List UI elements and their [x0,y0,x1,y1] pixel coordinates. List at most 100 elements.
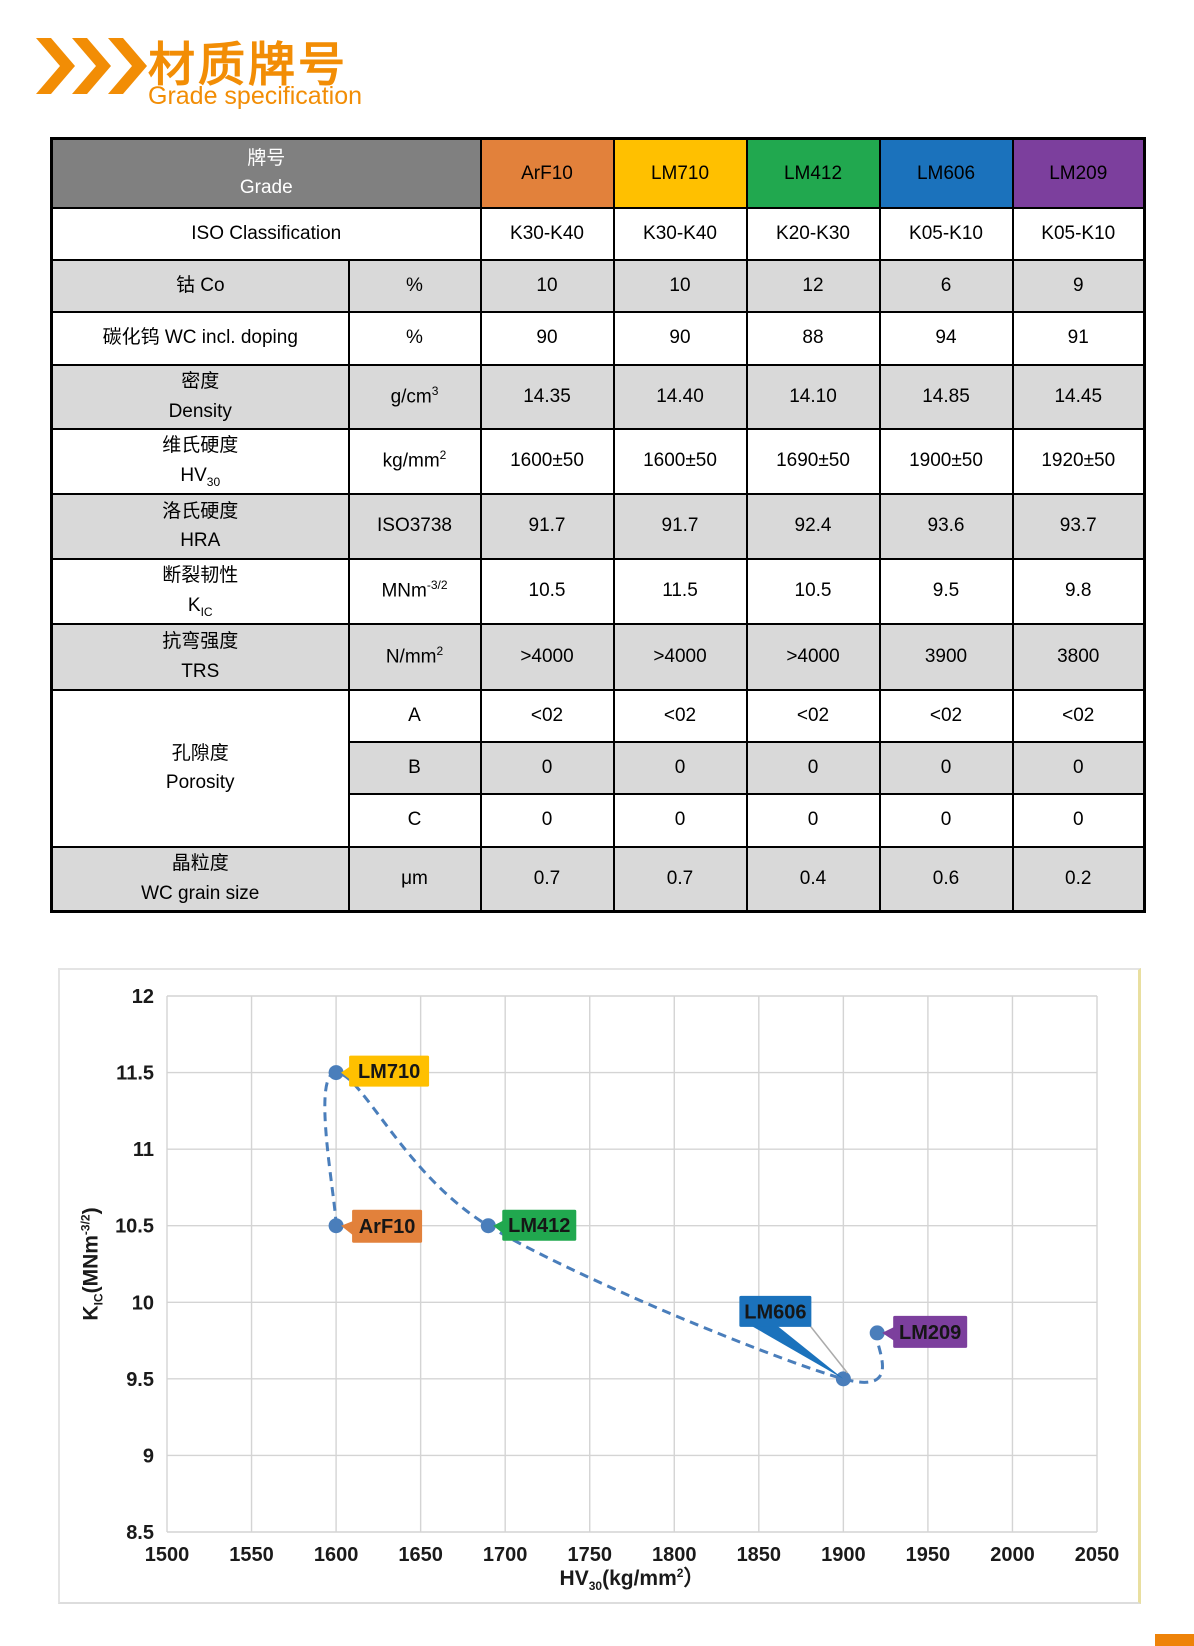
callout-box-lm606 [739,1295,812,1327]
cell: 1920±50 [1011,427,1146,495]
table-row: 洛氏硬度 HRA ISO3738 91.7 91.7 92.4 93.6 93.7 [50,492,1146,560]
row-label: 钴 Co [50,258,350,313]
page-subtitle: Grade specification [148,82,363,110]
chart-canvas: 1500 1550 1600 1650 1700 1750 1800 1850 1900 1950… [115,986,1120,1566]
x-tick-label: 1800 [652,1544,697,1566]
cell: 0 [878,792,1014,848]
unit-cell: C [347,792,482,848]
unit-cell: N/mm2 [347,622,482,691]
cell: <02 [1011,688,1146,743]
table-row: 晶粒度 WC grain size μm 0.7 0.7 0.4 0.6 0.2 [50,845,1146,913]
cell: 11.5 [612,557,748,625]
row-label: 碳化钨 WC incl. doping [50,310,350,366]
cell: 0 [479,740,615,795]
cell: 1600±50 [479,427,615,495]
unit-cell: g/cm3 [347,363,482,430]
corner-label-en: Grade [239,177,293,199]
data-point-lm412 [480,1218,496,1234]
callout-label: LM710 [358,1061,420,1083]
cell: 3900 [878,622,1014,691]
callout-label: LM606 [744,1301,806,1323]
callout-box-lm412 [502,1209,577,1241]
data-point-lm209 [869,1325,885,1341]
hardness-toughness-chart: 1500 1550 1600 1650 1700 1750 1800 1850 1900 1950… [58,968,1141,1604]
cell: 0 [612,740,748,795]
cell: 0 [878,740,1014,795]
cell: 12 [745,258,881,313]
cell: K30-K40 [479,206,615,261]
x-tick-label: 1500 [145,1544,190,1566]
porosity-label: 孔隙度 Porosity [50,688,350,848]
y-tick-label: 10.5 [115,1216,154,1238]
cell: 14.85 [878,363,1014,430]
callout-label: ArF10 [359,1216,416,1238]
data-point-lm710 [328,1065,344,1081]
y-tick-label: 8.5 [126,1522,154,1544]
cell: 0.7 [612,845,748,913]
table-row: 抗弯强度 TRS N/mm2 >4000 >4000 >4000 3900 380… [50,622,1146,691]
cell: 0.6 [878,845,1014,913]
callout-box-lm710 [349,1055,430,1087]
grade-header: LM412 [745,137,881,209]
x-tick-label: 1900 [821,1544,866,1566]
y-tick-label: 9 [143,1445,154,1467]
y-tick-label: 12 [132,986,154,1008]
cell: 1600±50 [612,427,748,495]
callout-pointer [341,1220,355,1237]
x-tick-label: 1600 [314,1544,359,1566]
grade-header: LM209 [1011,137,1146,209]
callout-label: LM209 [899,1322,961,1344]
unit-cell: MNm-3/2 [347,557,482,625]
callout-box-arf10 [352,1209,423,1243]
cell: K30-K40 [612,206,748,261]
table-row: 维氏硬度 HV30 kg/mm2 1600±50 1600±50 1690±50 … [50,427,1146,495]
cell: 0.4 [745,845,881,913]
cell: 0.7 [479,845,615,913]
cell: >4000 [745,622,881,691]
x-tick-label: 2050 [1075,1544,1120,1566]
cell: 0 [745,740,881,795]
page-title: 材质牌号 [148,38,348,91]
y-axis-title: KIC(MNm-3/2) [78,1207,106,1321]
cell: 6 [878,258,1014,313]
cell: 1900±50 [878,427,1014,495]
cell: 14.10 [745,363,881,430]
unit-cell: % [347,310,482,366]
table-row: 密度 Density g/cm3 14.35 14.40 14.10 14.85 … [50,363,1146,430]
table-row: ISO Classification K30-K40 K30-K40 K20-K… [50,206,1146,261]
grade-header: LM606 [878,137,1014,209]
cell: 14.35 [479,363,615,430]
x-tick-label: 1850 [737,1544,782,1566]
cell: 0 [612,792,748,848]
x-tick-label: 1650 [398,1544,443,1566]
cell: 0 [1011,792,1146,848]
cell: 10 [612,258,748,313]
data-point-arf10 [328,1218,344,1234]
table-row: 钴 Co % 10 10 12 6 9 [50,258,1146,313]
cell: 94 [878,310,1014,366]
cell: 10.5 [479,557,615,625]
unit-cell: ISO3738 [347,492,482,560]
x-tick-label: 2000 [990,1544,1035,1566]
callout-label: LM412 [508,1215,570,1237]
cell: >4000 [612,622,748,691]
cell: 9 [1011,258,1146,313]
row-label: 晶粒度 WC grain size [50,845,350,913]
cell: 10 [479,258,615,313]
cell: 92.4 [745,492,881,560]
row-label: ISO Classification [50,206,482,261]
y-tick-label: 11.5 [116,1063,154,1085]
cell: 88 [745,310,881,366]
cell: <02 [878,688,1014,743]
table-row: C 0 0 0 0 0 [52,792,1146,848]
grade-spec-table: 牌号 Grade ArF10 LM710 LM412 LM606 LM209 I… [50,137,1146,913]
cell: 91 [1011,310,1146,366]
row-label: 密度 Density [50,363,350,430]
unit-cell: B [347,740,482,795]
x-tick-label: 1550 [229,1544,274,1566]
table-row: 孔隙度 Porosity A <02 <02 <02 <02 <02 [50,688,1146,848]
unit-cell: kg/mm2 [347,427,482,495]
grade-header: ArF10 [479,137,615,209]
cell: 90 [479,310,615,366]
